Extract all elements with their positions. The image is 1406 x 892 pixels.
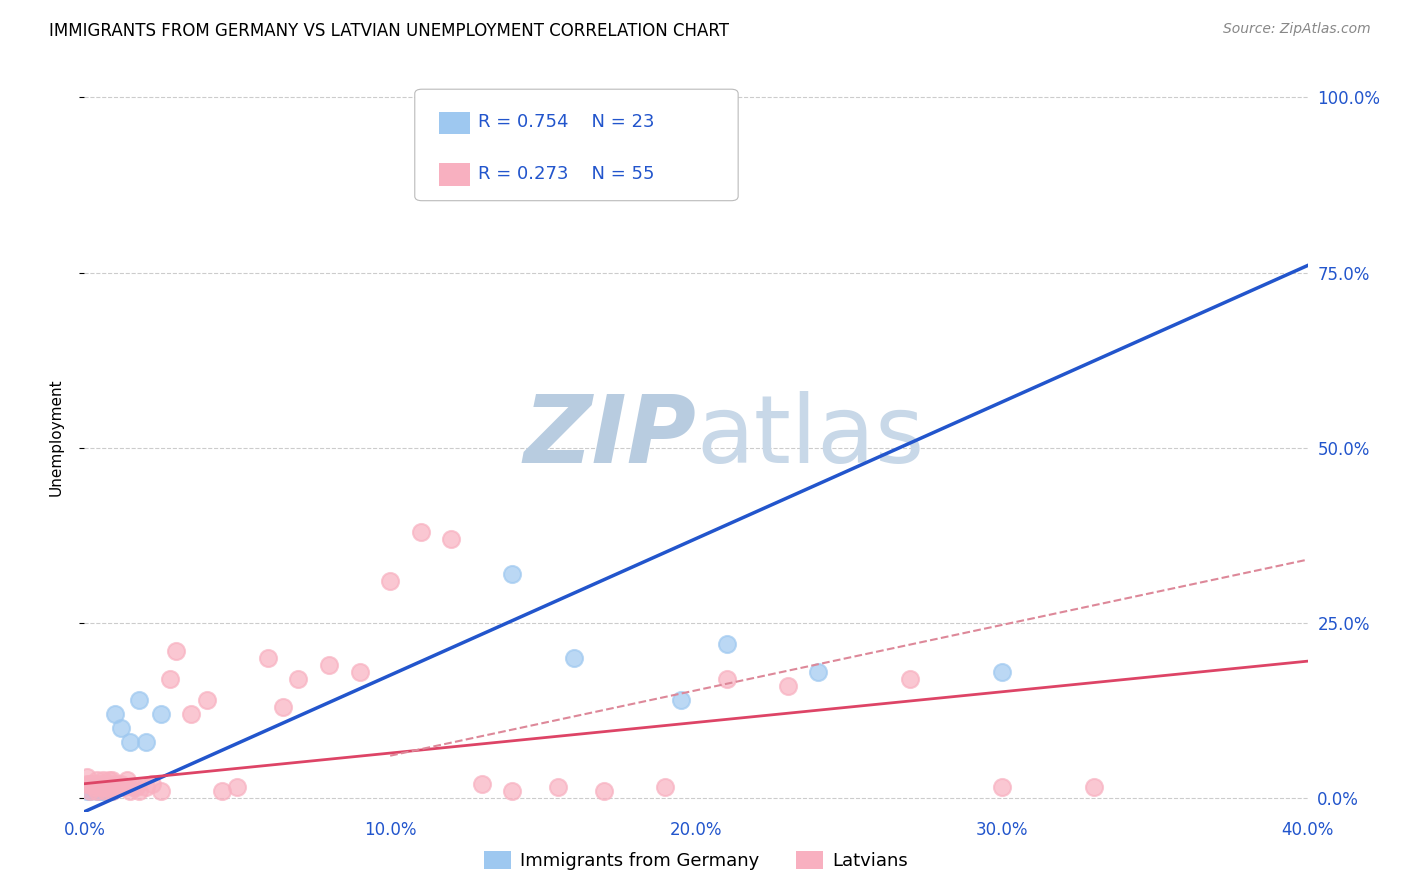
Point: [94, 783, 117, 797]
Point: [79, 783, 101, 797]
Point: [83, 777, 105, 791]
Point: [211, 783, 233, 797]
Point: [898, 672, 921, 686]
Point: [120, 783, 142, 797]
Point: [287, 672, 309, 686]
Point: [97, 773, 120, 788]
Point: [86, 783, 108, 797]
Point: [654, 780, 676, 795]
Point: [104, 777, 127, 791]
Point: [89, 777, 111, 791]
Point: [97, 780, 120, 795]
Point: [94, 783, 117, 797]
Point: [79, 777, 101, 791]
Legend: Immigrants from Germany, Latvians: Immigrants from Germany, Latvians: [484, 851, 908, 870]
Point: [104, 706, 127, 721]
Point: [991, 665, 1014, 679]
Point: [409, 524, 432, 539]
Point: [76, 777, 98, 791]
Point: [86, 773, 108, 788]
Point: [115, 773, 138, 788]
Point: [135, 780, 157, 795]
Point: [502, 566, 524, 581]
Point: [91, 780, 114, 795]
Point: [91, 783, 114, 797]
Point: [991, 780, 1014, 795]
Point: [76, 770, 98, 784]
Point: [101, 783, 124, 797]
Point: [1083, 780, 1105, 795]
Point: [83, 780, 105, 795]
Text: IMMIGRANTS FROM GERMANY VS LATVIAN UNEMPLOYMENT CORRELATION CHART: IMMIGRANTS FROM GERMANY VS LATVIAN UNEMP…: [49, 22, 730, 40]
Point: [104, 780, 127, 795]
Text: R = 0.754    N = 23: R = 0.754 N = 23: [478, 113, 655, 131]
Point: [180, 706, 202, 721]
Point: [107, 780, 129, 795]
Point: [547, 780, 569, 795]
Point: [562, 650, 585, 665]
Point: [165, 643, 187, 657]
Point: [349, 665, 371, 679]
Text: ZIP: ZIP: [523, 391, 696, 483]
Point: [97, 783, 120, 797]
Point: [807, 665, 830, 679]
Point: [128, 783, 150, 797]
Point: [89, 780, 111, 795]
Point: [110, 777, 132, 791]
Point: [79, 783, 101, 797]
Point: [94, 777, 117, 791]
Point: [776, 679, 799, 693]
Point: [716, 637, 738, 651]
Text: Source: ZipAtlas.com: Source: ZipAtlas.com: [1223, 22, 1371, 37]
Point: [101, 783, 124, 797]
Point: [149, 783, 172, 797]
Point: [141, 777, 163, 791]
Point: [440, 532, 463, 546]
Point: [257, 650, 280, 665]
Point: [112, 780, 135, 795]
Y-axis label: Unemployment: Unemployment: [49, 378, 63, 496]
Point: [101, 773, 124, 788]
Text: atlas: atlas: [696, 391, 924, 483]
Point: [122, 780, 145, 795]
Text: R = 0.273    N = 55: R = 0.273 N = 55: [478, 165, 655, 183]
Point: [195, 692, 218, 706]
Point: [128, 692, 150, 706]
Point: [716, 672, 738, 686]
Point: [271, 699, 294, 714]
Point: [159, 672, 181, 686]
Point: [318, 657, 340, 672]
Point: [669, 692, 692, 706]
Point: [76, 783, 98, 797]
Point: [83, 780, 105, 795]
Point: [380, 574, 402, 588]
Point: [86, 783, 108, 797]
Point: [120, 734, 142, 748]
Point: [471, 777, 494, 791]
Point: [89, 783, 111, 797]
Point: [226, 780, 249, 795]
Point: [125, 780, 148, 795]
Point: [502, 783, 524, 797]
Point: [135, 734, 157, 748]
Point: [593, 783, 616, 797]
Point: [149, 706, 172, 721]
Point: [91, 773, 114, 788]
Point: [110, 721, 132, 735]
